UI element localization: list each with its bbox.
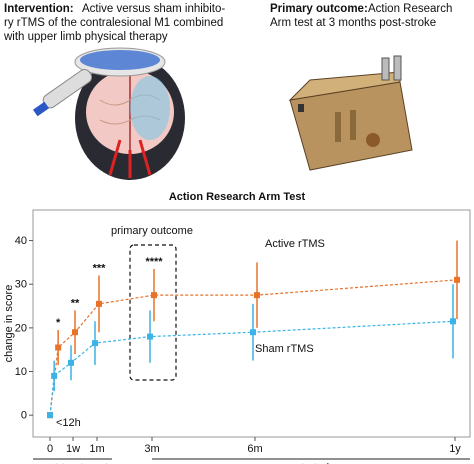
plot-frame (32, 209, 471, 438)
x-note: <12h (56, 417, 81, 429)
significance-marker: **** (145, 256, 163, 268)
intervention-text: Active versus sham inhibito- (82, 3, 225, 15)
y-tick-label: 0 (21, 410, 27, 422)
marker (151, 292, 157, 299)
x-tick-label: 1m (89, 443, 104, 455)
y-tick-label: 40 (15, 235, 27, 247)
y-axis-label: change in score (3, 285, 15, 363)
marker (72, 329, 78, 336)
y-tick-label: 10 (15, 366, 27, 378)
x-tick-label: 6m (247, 443, 262, 455)
chart-title: Action Research Arm Test (169, 191, 306, 203)
outcome-text: Arm test at 3 months post-stroke (270, 17, 436, 29)
legend-label: Active rTMS (265, 238, 325, 250)
marker (51, 372, 58, 379)
arat-box-illustration (288, 55, 413, 171)
marker (450, 318, 456, 325)
marker (254, 292, 260, 299)
highlight-label: primary outcome (111, 225, 193, 237)
x-tick-label: 1y (449, 443, 461, 455)
x-tick-label: 1w (66, 443, 80, 455)
significance-marker: ** (71, 297, 80, 309)
marker (92, 340, 98, 347)
y-tick-label: 20 (15, 322, 27, 334)
marker (55, 344, 62, 351)
legend-label: Sham rTMS (255, 343, 314, 355)
marker (250, 329, 256, 336)
marker (47, 412, 53, 419)
x-tick-label: 3m (144, 443, 159, 455)
marker (68, 359, 74, 366)
outcome-label: Primary outcome: (270, 3, 368, 15)
x-tick-label: 0 (47, 443, 53, 455)
highlight-box (129, 244, 177, 381)
period-label: post-stroke (284, 462, 338, 464)
intervention-label: Intervention: (4, 3, 74, 15)
head-illustration (32, 47, 185, 180)
significance-marker: *** (93, 262, 107, 274)
significance-marker: * (56, 317, 61, 329)
outcome-text: Action Research (368, 3, 452, 15)
series-line (49, 320, 454, 416)
marker (96, 300, 102, 307)
intervention-text: with upper limb physical therapy (3, 31, 168, 43)
intervention-text: ry rTMS of the contralesional M1 combine… (4, 17, 223, 29)
y-tick-label: 30 (15, 279, 27, 291)
marker (454, 276, 460, 283)
marker (147, 333, 153, 340)
period-label: post-treatment (37, 462, 108, 464)
